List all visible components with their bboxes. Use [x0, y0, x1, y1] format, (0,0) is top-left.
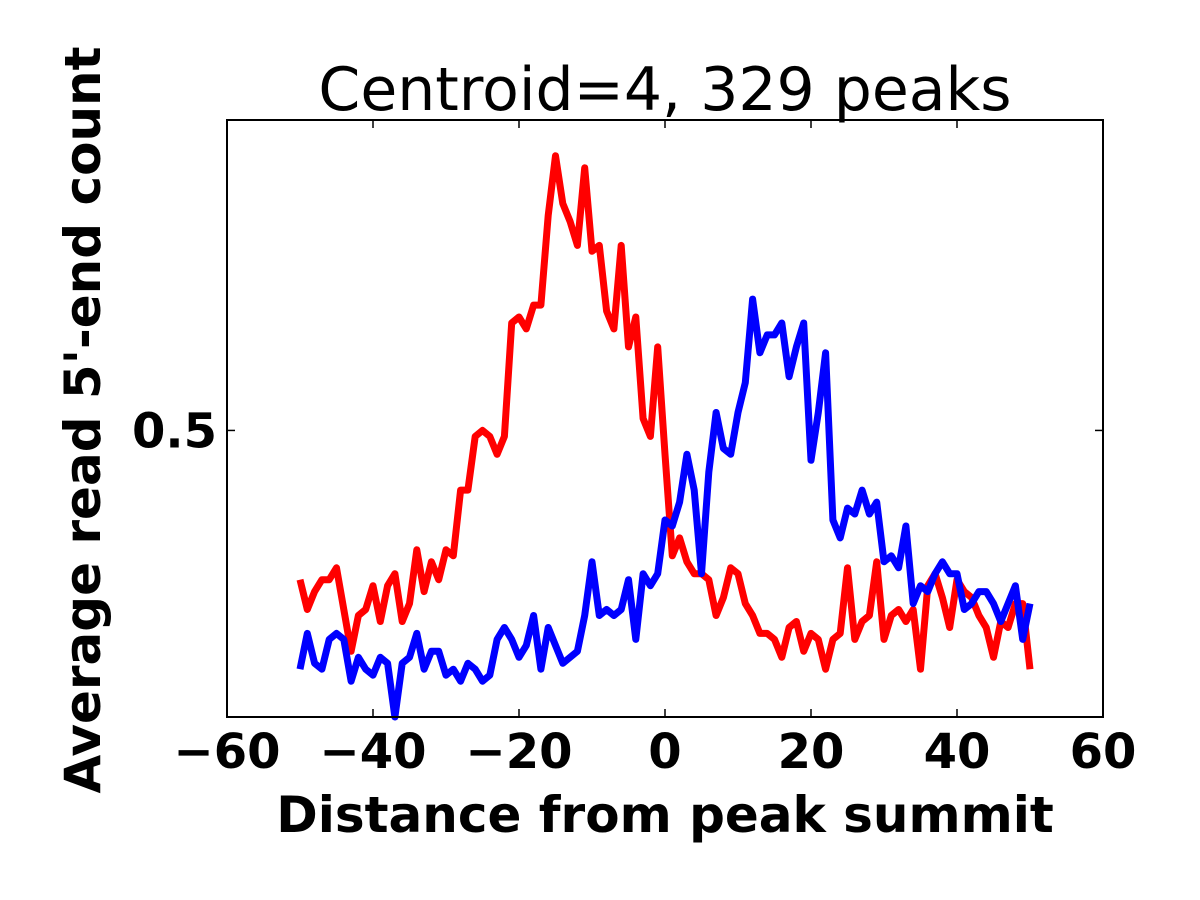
ticks-layer: −60 −40 −20 0 20 40 60 0.5	[132, 120, 1136, 780]
series-line-1	[296, 152, 1034, 673]
x-tick-label: −60	[173, 724, 280, 780]
x-tick-label: 40	[924, 724, 991, 780]
series-line-2	[296, 295, 1034, 721]
plot-frame	[226, 119, 1104, 718]
x-tick-label: 60	[1070, 724, 1137, 780]
x-tick-label: −20	[465, 724, 572, 780]
y-axis-label: Average read 5'-end count	[54, 46, 112, 793]
x-axis-label: Distance from peak summit	[276, 786, 1054, 844]
chart-title: Centroid=4, 329 peaks	[318, 55, 1011, 125]
x-tick-label: 20	[778, 724, 845, 780]
x-tick-label: −40	[319, 724, 426, 780]
y-tick-label: 0.5	[132, 403, 217, 459]
series-layer	[296, 152, 1034, 721]
x-tick-label: 0	[648, 724, 681, 780]
